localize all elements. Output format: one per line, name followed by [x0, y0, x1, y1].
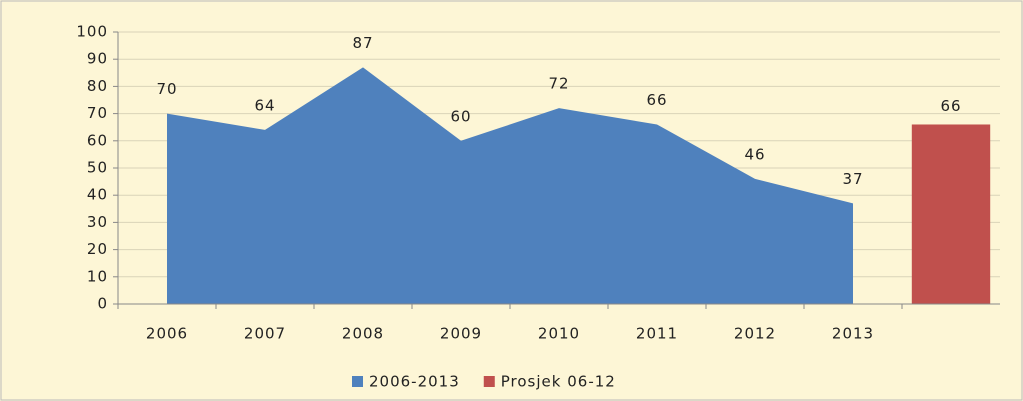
y-tick-label: 40 [87, 186, 108, 204]
value-label: 72 [548, 75, 569, 93]
x-tick-label: 2007 [244, 325, 286, 343]
y-tick-label: 100 [76, 23, 108, 41]
y-tick-label: 60 [87, 131, 108, 149]
x-tick-label: 2009 [440, 325, 482, 343]
value-label: 64 [254, 96, 275, 114]
x-tick-label: 2012 [734, 325, 776, 343]
legend-label: 2006-2013 [369, 373, 460, 391]
value-label: 46 [744, 145, 765, 163]
page: 0 10 20 30 40 50 60 70 80 90 100 2006 2007 2008 2009 20… [0, 0, 1023, 401]
chart: 0 10 20 30 40 50 60 70 80 90 100 2006 2007 2008 2009 20… [0, 0, 1023, 401]
y-tick-label: 0 [97, 295, 108, 313]
legend-swatch [352, 376, 363, 387]
value-label: 87 [352, 34, 373, 52]
y-tick-label: 90 [87, 50, 108, 68]
x-tick-label: 2008 [342, 325, 384, 343]
value-label: 60 [450, 107, 471, 125]
legend-swatch [484, 376, 495, 387]
value-label: 66 [646, 91, 667, 109]
y-tick-label: 80 [87, 77, 108, 95]
legend-label: Prosjek 06-12 [501, 373, 616, 391]
x-tick-label: 2006 [146, 325, 188, 343]
y-tick-label: 30 [87, 213, 108, 231]
value-label: 37 [842, 170, 863, 188]
bar [912, 124, 990, 304]
y-tick-label: 20 [87, 240, 108, 258]
y-tick-label: 50 [87, 159, 108, 177]
value-label: 66 [940, 97, 961, 115]
y-tick-label: 70 [87, 104, 108, 122]
value-label: 70 [156, 80, 177, 98]
x-tick-label: 2010 [538, 325, 580, 343]
x-tick-label: 2011 [636, 325, 678, 343]
x-tick-label: 2013 [832, 325, 874, 343]
y-tick-label: 10 [87, 267, 108, 285]
